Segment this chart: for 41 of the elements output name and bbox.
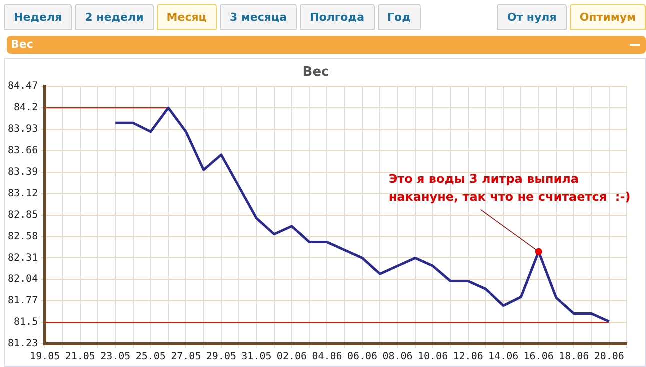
text: От нуля	[497, 4, 567, 30]
y-tick-label: 81.77	[8, 296, 38, 307]
x-tick-label: 02.06	[276, 352, 308, 363]
y-tick-label: 82.31	[8, 252, 38, 264]
y-tick-label: 84.47	[8, 81, 38, 92]
chart-title: Вес	[302, 65, 330, 80]
annotation: Это я воды 3 литра выпила накануне, так что не считается :-)	[388, 172, 631, 204]
x-tick-label: 31.05	[242, 352, 272, 363]
x-tick-label: 27.05	[171, 352, 202, 363]
text: Полгода	[300, 4, 374, 30]
y-tick-label: 83.93	[8, 124, 38, 136]
x-tick-label: 10.06	[418, 352, 448, 363]
y-tick-label: 83.39	[8, 166, 38, 178]
text: Оптимум	[570, 4, 646, 30]
x-tick-label: 29.05	[206, 352, 236, 363]
x-tick-label: 08.06	[382, 352, 413, 363]
y-tick-label: 82.04	[8, 274, 38, 286]
text: Год	[378, 4, 421, 30]
x-tick-label: 16.06	[524, 352, 554, 363]
text: Месяц	[156, 4, 217, 30]
x-tick-label: 25.05	[136, 352, 166, 363]
chart-title: Вес	[11, 38, 34, 51]
y-tick-label: 82.58	[8, 231, 38, 242]
y-tick-label: 82.85	[8, 210, 38, 221]
x-tick-label: 19.05	[30, 352, 60, 363]
x-tick-label: 14.06	[488, 352, 519, 363]
x-tick-label: 18.06	[559, 352, 590, 363]
x-tick-label: 04.06	[312, 352, 342, 363]
y-tick-label: 83.12	[8, 188, 38, 200]
x-tick-label: 23.05	[100, 352, 131, 363]
text: 2 недели	[75, 4, 154, 30]
text: 3 месяца	[220, 4, 298, 30]
y-tick-label: 83.66	[8, 146, 38, 157]
x-tick-label: 20.06	[594, 352, 624, 363]
x-tick-label: 21.05	[65, 352, 96, 363]
y-tick-label: 81.23	[8, 338, 38, 350]
y-tick-label: 84.2	[14, 102, 38, 114]
text: Неделя	[4, 4, 72, 30]
x-tick-label: 12.06	[453, 352, 484, 363]
x-tick-label: 06.06	[347, 352, 378, 363]
y-tick-label: 81.5	[14, 317, 38, 328]
